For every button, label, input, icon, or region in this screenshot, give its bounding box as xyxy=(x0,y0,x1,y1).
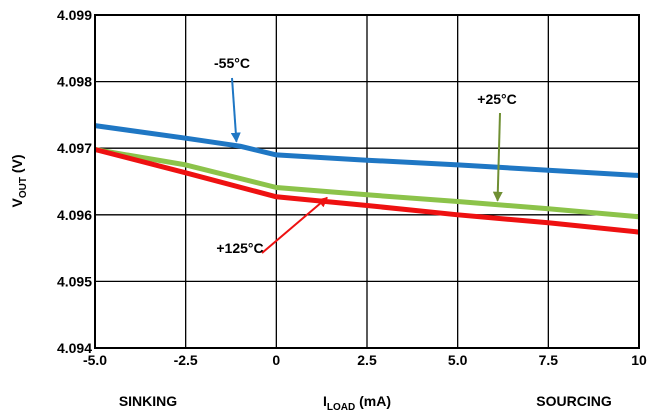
sourcing-caption: SOURCING xyxy=(536,393,612,409)
x-tick-label: 10 xyxy=(631,352,647,368)
y-axis-label: VOUT (V) xyxy=(9,154,29,207)
y-tick-label: 4.094 xyxy=(57,340,92,356)
x-tick-label: 0 xyxy=(272,352,280,368)
annotation-arrow xyxy=(261,196,328,254)
x-axis-label: ILOAD (mA) xyxy=(323,393,391,413)
series-line xyxy=(94,147,640,235)
annotation-arrow xyxy=(230,77,241,143)
y-tick-label: 4.096 xyxy=(57,207,92,223)
x-tick-labels: -5.0 -2.5 0 2.5 5.0 7.5 10 xyxy=(83,352,647,368)
annotation-label: +125°C xyxy=(216,240,263,256)
plot-frame xyxy=(94,14,640,349)
x-tick-label: 5.0 xyxy=(448,352,468,368)
series-annotations: -55°C +25°C +125°C xyxy=(214,55,517,256)
x-tick-label: 2.5 xyxy=(357,352,377,368)
data-series xyxy=(94,123,640,235)
y-tick-label: 4.097 xyxy=(57,140,92,156)
annotation-arrow xyxy=(492,112,503,202)
grid-lines xyxy=(95,15,639,348)
x-tick-label: -2.5 xyxy=(174,352,198,368)
y-tick-label: 4.098 xyxy=(57,74,92,90)
annotation-label: -55°C xyxy=(214,55,250,71)
series-line xyxy=(94,123,640,178)
x-tick-label: 7.5 xyxy=(539,352,559,368)
series-line xyxy=(94,147,640,220)
y-tick-labels: 4.099 4.098 4.097 4.096 4.095 4.094 xyxy=(57,7,92,356)
annotation-label: +25°C xyxy=(477,91,516,107)
x-tick-label: -5.0 xyxy=(83,352,107,368)
sinking-caption: SINKING xyxy=(119,393,177,409)
y-tick-label: 4.095 xyxy=(57,273,92,289)
y-tick-label: 4.099 xyxy=(57,7,92,23)
